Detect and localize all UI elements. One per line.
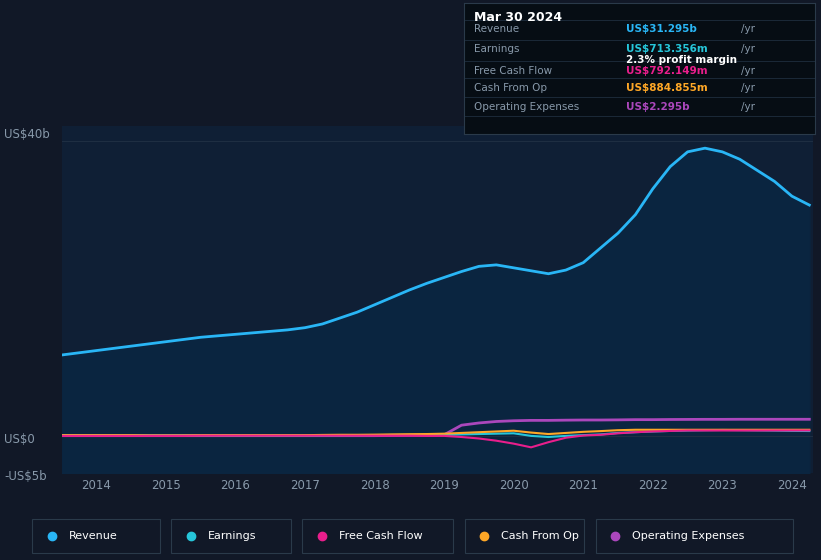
Text: Free Cash Flow: Free Cash Flow	[339, 531, 422, 541]
Text: Operating Expenses: Operating Expenses	[632, 531, 745, 541]
Text: /yr: /yr	[741, 83, 755, 93]
Text: US$2.295b: US$2.295b	[626, 101, 689, 111]
Text: Revenue: Revenue	[475, 24, 520, 34]
Text: /yr: /yr	[741, 101, 755, 111]
Text: Cash From Op: Cash From Op	[501, 531, 579, 541]
Text: Cash From Op: Cash From Op	[475, 83, 548, 93]
Text: US$31.295b: US$31.295b	[626, 24, 696, 34]
Text: US$792.149m: US$792.149m	[626, 66, 707, 76]
Text: Free Cash Flow: Free Cash Flow	[475, 66, 553, 76]
Text: /yr: /yr	[741, 66, 755, 76]
Text: Earnings: Earnings	[208, 531, 256, 541]
Text: Earnings: Earnings	[475, 44, 520, 54]
Text: /yr: /yr	[741, 24, 755, 34]
Text: -US$5b: -US$5b	[4, 470, 47, 483]
Text: 2.3% profit margin: 2.3% profit margin	[626, 55, 736, 66]
Text: Revenue: Revenue	[69, 531, 117, 541]
Text: US$884.855m: US$884.855m	[626, 83, 707, 93]
Text: US$0: US$0	[4, 433, 34, 446]
Text: US$40b: US$40b	[4, 128, 50, 142]
Text: /yr: /yr	[741, 44, 755, 54]
Text: Operating Expenses: Operating Expenses	[475, 101, 580, 111]
Text: Mar 30 2024: Mar 30 2024	[475, 11, 562, 24]
Text: US$713.356m: US$713.356m	[626, 44, 707, 54]
